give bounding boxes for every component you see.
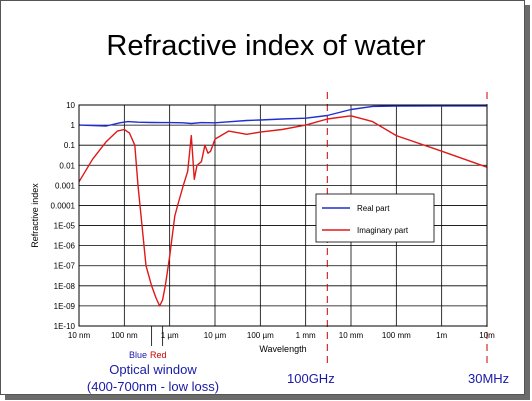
freq-30mhz-label: 30MHz [468, 371, 510, 386]
x-tick-label-4: 100 µm [247, 331, 274, 340]
series-line-0 [78, 105, 487, 127]
y-tick-label-7: 1E-06 [54, 242, 76, 251]
y-tick-label-0: 10 [66, 101, 75, 110]
x-tick-labels: 10 nm 100 nm 1 µm 10 µm 100 µm 1 mm 10 mm 100 m… [68, 331, 495, 340]
x-tick-label-8: 1m [436, 331, 447, 340]
x-axis-label: Wavelength [259, 344, 306, 354]
legend-box [315, 193, 435, 243]
x-tick-label-2: 1 µm [161, 331, 179, 340]
y-tick-label-1: 1 [71, 121, 76, 130]
y-tick-label-3: 0.01 [59, 161, 75, 170]
slide-title: Refractive index of water [106, 30, 426, 62]
y-tick-label-5: 0.0001 [51, 201, 76, 210]
x-tick-label-1: 100 nm [111, 331, 138, 340]
chart-series [78, 105, 488, 307]
y-tick-label-11: 1E-10 [54, 322, 76, 331]
y-tick-label-4: 0.001 [55, 181, 76, 190]
x-tick-label-7: 100 mm [382, 331, 411, 340]
y-tick-label-9: 1E-08 [54, 282, 76, 291]
legend-label-imaginary: Imaginary part [357, 226, 409, 235]
y-tick-labels: 10 1 0.1 0.01 0.001 0.0001 1E-05 1E-06 1E-07 1E-0… [51, 101, 76, 331]
legend-label-real: Real part [357, 204, 390, 213]
y-axis-label: Refractive index [30, 183, 40, 248]
chart-legend: Real part Imaginary part [315, 193, 435, 243]
freq-100ghz-label: 100GHz [287, 371, 335, 386]
x-tick-label-6: 10 mm [339, 331, 364, 340]
y-tick-label-6: 1E-05 [54, 222, 76, 231]
plot-frame [78, 104, 488, 327]
optical-window-sublabel: (400-700nm - low loss) [86, 379, 220, 394]
y-tick-label-10: 1E-09 [54, 302, 76, 311]
slide [0, 0, 525, 395]
y-tick-label-8: 1E-07 [54, 262, 76, 271]
optical-window-label: Optical window [109, 362, 197, 377]
series-line-1 [78, 115, 488, 307]
red-wavelength-label: Red [150, 350, 167, 360]
x-tick-label-3: 10 µm [204, 331, 227, 340]
blue-wavelength-label: Blue [129, 350, 148, 360]
x-tick-label-5: 1 mm [296, 331, 316, 340]
x-tick-label-0: 10 nm [68, 331, 91, 340]
y-tick-label-2: 0.1 [64, 141, 76, 150]
x-tick-label-9: 10m [479, 331, 495, 340]
